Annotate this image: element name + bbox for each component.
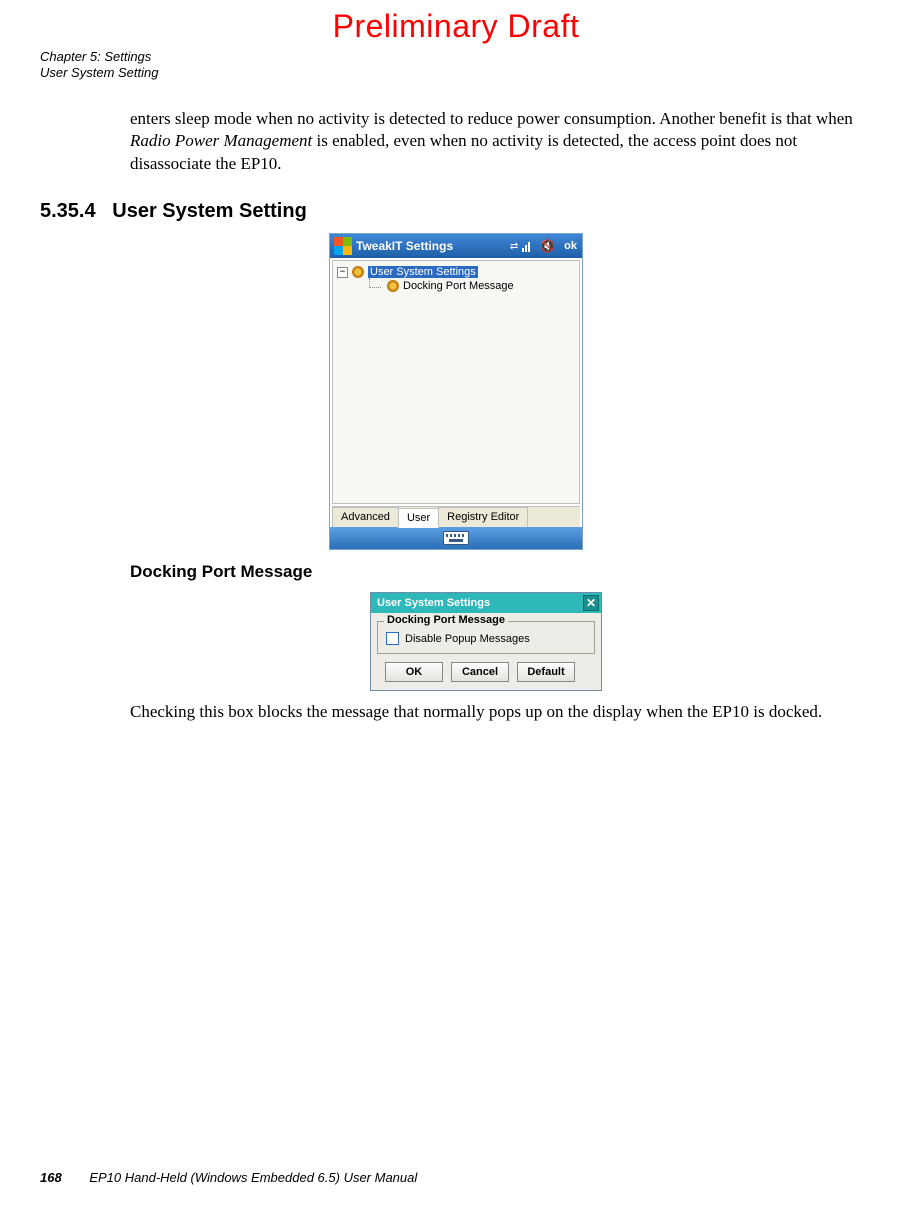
- pda-body: − User System Settings Docking Port Mess…: [332, 260, 580, 504]
- gear-icon: [387, 280, 399, 292]
- pda-window: TweakIT Settings ⇄ 🔇 ok − User System Se…: [329, 233, 583, 550]
- checkbox-label: Disable Popup Messages: [405, 633, 530, 645]
- dialog-button-row: OK Cancel Default: [377, 662, 595, 682]
- header-section: User System Setting: [40, 65, 872, 81]
- page-number: 168: [40, 1170, 62, 1185]
- para1-part-a: enters sleep mode when no activity is de…: [130, 109, 853, 128]
- tree-child-label[interactable]: Docking Port Message: [403, 280, 514, 292]
- tab-advanced[interactable]: Advanced: [332, 507, 399, 527]
- checkbox-icon[interactable]: [386, 632, 399, 645]
- cancel-button[interactable]: Cancel: [451, 662, 509, 682]
- signal-icon[interactable]: [522, 240, 534, 252]
- docking-port-subheading: Docking Port Message: [130, 562, 872, 582]
- footer-doc-title: EP10 Hand-Held (Windows Embedded 6.5) Us…: [89, 1170, 417, 1185]
- docking-port-groupbox: Docking Port Message Disable Popup Messa…: [377, 621, 595, 654]
- section-number: 5.35.4: [40, 200, 96, 222]
- close-icon[interactable]: ✕: [583, 595, 599, 611]
- tree-connector-icon: [369, 278, 381, 288]
- ok-button[interactable]: ok: [561, 240, 580, 252]
- pda-bottombar: [330, 527, 582, 549]
- page: Preliminary Draft Chapter 5: Settings Us…: [0, 0, 912, 1209]
- section-heading: 5.35.4 User System Setting: [40, 200, 872, 223]
- gear-icon: [352, 266, 364, 278]
- header-chapter: Chapter 5: Settings: [40, 49, 872, 65]
- page-footer: 168 EP10 Hand-Held (Windows Embedded 6.5…: [40, 1170, 417, 1185]
- default-button[interactable]: Default: [517, 662, 575, 682]
- dialog-title: User System Settings: [377, 597, 490, 609]
- dialog-body: Docking Port Message Disable Popup Messa…: [371, 613, 601, 690]
- start-icon[interactable]: [334, 237, 352, 255]
- disable-popup-row[interactable]: Disable Popup Messages: [386, 632, 586, 645]
- tree-collapse-icon[interactable]: −: [337, 267, 348, 278]
- groupbox-legend: Docking Port Message: [384, 614, 508, 626]
- pda-title: TweakIT Settings: [356, 239, 506, 253]
- tab-registry-editor[interactable]: Registry Editor: [438, 507, 528, 527]
- preliminary-draft-banner: Preliminary Draft: [40, 8, 872, 45]
- para1-italic: Radio Power Management: [130, 131, 312, 150]
- tweakit-screenshot: TweakIT Settings ⇄ 🔇 ok − User System Se…: [40, 233, 872, 550]
- tab-user[interactable]: User: [398, 508, 439, 528]
- section-title: User System Setting: [112, 200, 307, 222]
- pda-titlebar: TweakIT Settings ⇄ 🔇 ok: [330, 234, 582, 258]
- connectivity-icon[interactable]: ⇄: [510, 241, 516, 252]
- pda-tabstrip: Advanced User Registry Editor: [332, 506, 580, 527]
- dialog-window: User System Settings ✕ Docking Port Mess…: [370, 592, 602, 691]
- tree-root-label[interactable]: User System Settings: [368, 266, 478, 278]
- keyboard-icon[interactable]: [443, 531, 469, 545]
- tray-icons: ⇄ 🔇 ok: [510, 239, 580, 253]
- closing-paragraph: Checking this box blocks the message tha…: [130, 701, 872, 724]
- speaker-icon[interactable]: 🔇: [540, 239, 555, 253]
- running-header: Chapter 5: Settings User System Setting: [40, 49, 872, 82]
- dialog-titlebar: User System Settings ✕: [371, 593, 601, 613]
- tree-root-row[interactable]: − User System Settings: [335, 265, 577, 279]
- tree-child-row[interactable]: Docking Port Message: [335, 279, 577, 293]
- ok-button[interactable]: OK: [385, 662, 443, 682]
- dialog-screenshot: User System Settings ✕ Docking Port Mess…: [40, 592, 872, 691]
- intro-paragraph: enters sleep mode when no activity is de…: [130, 108, 872, 177]
